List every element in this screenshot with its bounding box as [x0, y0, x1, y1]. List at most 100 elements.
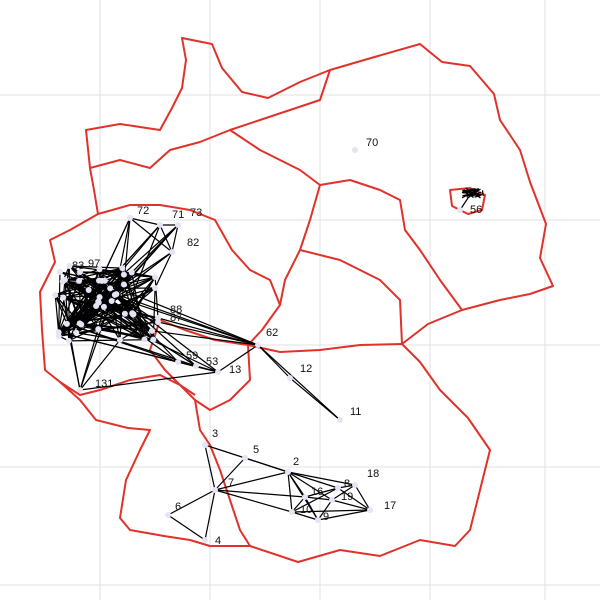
node-label: 72: [137, 205, 149, 217]
node-label: 9: [323, 511, 329, 523]
node-dot: [99, 278, 105, 284]
node-label: 16: [311, 486, 323, 498]
node-dot: [97, 294, 103, 300]
node-dot: [202, 537, 208, 543]
node-dot: [77, 269, 83, 275]
node-label: 6: [175, 501, 181, 513]
node-dot: [285, 469, 291, 475]
edge: [69, 340, 154, 341]
node-dot: [121, 281, 127, 287]
country-outline: [40, 38, 553, 562]
node-dot: [457, 207, 463, 213]
node-dot: [152, 274, 158, 280]
node-dot: [121, 272, 127, 278]
node-label: 8: [344, 478, 350, 490]
node-dot: [215, 369, 221, 375]
node-label: 5: [253, 444, 259, 456]
node-dot: [56, 333, 62, 339]
node-label: 12: [300, 363, 312, 375]
node-dot: [202, 442, 208, 448]
node-dot: [109, 298, 115, 304]
node-dot: [352, 482, 358, 488]
node-dot: [77, 320, 83, 326]
state-border: [280, 185, 320, 305]
node-dot: [169, 249, 175, 255]
node-label: 3: [212, 428, 218, 440]
node-label: 87: [170, 312, 182, 324]
node-dot: [242, 455, 248, 461]
node-dot: [95, 326, 101, 332]
node-dot: [255, 342, 261, 348]
node-label: 71: [172, 209, 184, 221]
node-label: 73: [190, 207, 202, 219]
node-dot: [315, 517, 321, 523]
edge: [215, 472, 288, 490]
node-label: 4: [215, 535, 221, 547]
node-label: 17: [384, 500, 396, 512]
node-dot: [352, 147, 358, 153]
node-label: 13: [229, 364, 241, 376]
node-dot: [367, 507, 373, 513]
node-label: 131: [95, 378, 113, 390]
node-label: 70: [366, 137, 378, 149]
node-dot: [155, 319, 161, 325]
node-label: 7: [228, 477, 234, 489]
node-dot: [60, 295, 66, 301]
edge: [245, 458, 288, 472]
node-dot: [289, 509, 295, 515]
node-label: 18: [367, 468, 379, 480]
state-border: [195, 400, 250, 546]
edge: [168, 515, 205, 540]
node-dot: [129, 270, 135, 276]
node-dot: [212, 487, 218, 493]
node-dot: [64, 321, 70, 327]
node-label: 59: [186, 350, 198, 362]
node-dot: [77, 387, 83, 393]
node-dot: [175, 222, 181, 228]
node-dot: [101, 304, 107, 310]
edge: [160, 225, 172, 252]
node-label: 82: [187, 237, 199, 249]
edge: [482, 190, 483, 196]
node-dot: [302, 494, 308, 500]
node-dot: [52, 292, 58, 298]
node-dot: [329, 497, 335, 503]
edge: [63, 298, 80, 390]
node-dot: [287, 375, 293, 381]
node-dot: [337, 417, 343, 423]
node-label: 10: [300, 504, 312, 516]
node-dot: [129, 310, 135, 316]
node-label: 130: [130, 327, 148, 339]
node-dot: [165, 512, 171, 518]
node-dot: [127, 215, 133, 221]
edge: [258, 345, 340, 420]
node-dot: [152, 285, 158, 291]
node-dot: [107, 285, 113, 291]
node-dot: [86, 287, 92, 293]
node-label: 53: [206, 356, 218, 368]
node-dot: [122, 311, 128, 317]
edges: [55, 188, 483, 540]
node-dot: [66, 338, 72, 344]
node-dot: [117, 337, 123, 343]
node-label: 11: [350, 406, 361, 418]
node-dot: [149, 328, 155, 334]
node-dot: [193, 363, 199, 369]
state-borders: [40, 38, 553, 562]
node-dot: [119, 265, 125, 271]
node-dot: [157, 222, 163, 228]
node-label: 62: [266, 327, 278, 339]
node-label: 19: [341, 491, 353, 503]
node-dot: [175, 359, 181, 365]
node-dot: [76, 278, 82, 284]
node-label: 56: [470, 204, 482, 216]
state-border: [300, 250, 402, 344]
node-label: 97: [88, 258, 100, 270]
node-label: 2: [293, 456, 299, 468]
node-dot: [73, 330, 79, 336]
node-dot: [57, 269, 63, 275]
node-dot: [62, 277, 68, 283]
node-dot: [113, 291, 119, 297]
